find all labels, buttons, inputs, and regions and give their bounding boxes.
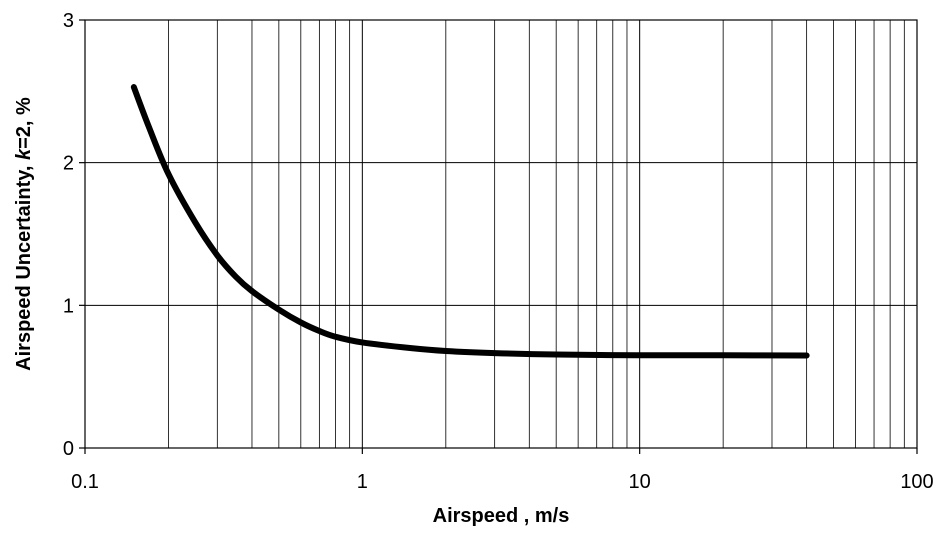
y-axis-title-suffix: =2, % [13,97,35,149]
uncertainty-curve [130,84,810,359]
y-axis-title-italic: k [13,148,35,160]
y-tick-label: 0 [63,438,74,460]
x-axis-title: Airspeed , m/s [433,505,570,527]
y-axis-title: Airspeed Uncertainty, k=2, % [13,97,35,371]
x-tick-label: 0.1 [71,471,99,493]
grid-lines [85,20,917,448]
y-axis-title-prefix: Airspeed Uncertainty, [13,160,35,371]
y-tick-label: 2 [63,153,74,175]
y-tick-label: 1 [63,295,74,317]
x-tick-label: 1 [357,471,368,493]
plot-area-frame [84,19,918,449]
y-axis-ticks: 0 1 2 3 [63,10,85,460]
y-tick-label: 3 [63,10,74,32]
x-axis-ticks: 0.1 1 10 100 [71,448,934,493]
x-tick-label: 100 [900,471,933,493]
x-tick-label: 10 [629,471,651,493]
